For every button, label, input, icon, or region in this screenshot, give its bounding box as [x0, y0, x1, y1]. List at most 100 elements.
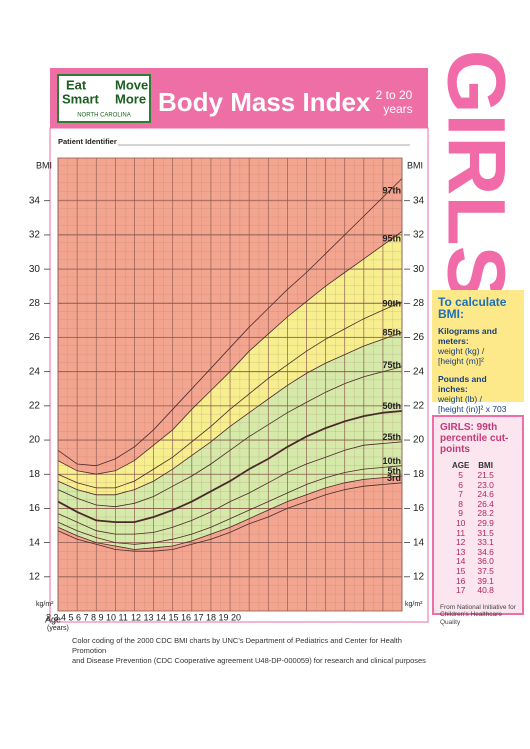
calc-formula: [height (m)]²: [438, 356, 484, 366]
cutoff-source: From National Initiative for Children's …: [440, 603, 516, 626]
legend-label: 5th: [388, 466, 402, 476]
table-cell: 29.9: [477, 517, 494, 528]
table-cell: 34.6: [477, 546, 494, 557]
y-tick-label: 20: [29, 435, 41, 446]
logo: [57, 74, 151, 123]
x-tick-label: 6: [76, 612, 81, 622]
table-cell: 16: [455, 575, 466, 586]
table-cell: 7: [458, 489, 464, 500]
patient-label: Patient Identifier: [58, 137, 117, 146]
cutoff-title: GIRLS: 99th percentile cut-points: [440, 422, 509, 455]
table-cell: 23.0: [477, 479, 494, 490]
percentile-line: [57, 465, 403, 545]
footer-line: and Disease Prevention (CDC Cooperative …: [72, 656, 426, 665]
percentile-line: [57, 441, 403, 535]
table-row: 7 24.6: [452, 490, 502, 500]
table-cell: 24.6: [477, 489, 494, 500]
legend-label: 50th: [382, 401, 401, 411]
y-tick-label: 28: [413, 298, 425, 309]
cutoff-table: AGE BMI 5 21.5 6 23.0 7 24.6 8 26.4 9 28.2 10 29.9 11 3…: [452, 461, 502, 596]
x-tick-label: 7: [84, 612, 89, 622]
legend-label: 75th: [382, 360, 401, 370]
table-row: 16 39.1: [452, 575, 502, 587]
table-cell: 39.1: [477, 575, 494, 586]
percentile-line: [57, 410, 403, 523]
legend-label: 10th: [382, 456, 401, 466]
table-cell: 6: [458, 479, 464, 490]
x-tick-label: 11: [119, 612, 128, 622]
table-row: 13 34.6: [452, 546, 502, 558]
table-row: 10 29.9: [452, 517, 502, 529]
cutoff-box: GIRLS: 99th percentile cut-points AGE BMI…: [432, 415, 524, 626]
y-tick-label: 12: [29, 571, 41, 582]
table-cell: 8: [458, 498, 464, 509]
calc-heading: Kilograms and meters:: [438, 326, 498, 346]
x-axis-label: (years): [47, 625, 69, 632]
table-cell: 36.0: [477, 556, 494, 567]
x-tick-label: 10: [106, 612, 116, 622]
column-header: BMI: [478, 461, 493, 470]
y-tick-label: 34: [29, 195, 41, 206]
logo-text: Eat: [66, 77, 87, 92]
table-cell: 15: [455, 565, 466, 576]
table-row: 6 23.0: [452, 479, 502, 491]
table-row: 14 36.0: [452, 557, 502, 567]
calc-formula: weight (kg) /: [438, 346, 485, 356]
legend-label: 95th: [382, 234, 401, 244]
y-tick-label: 34: [413, 195, 425, 206]
table-row: 5 21.5: [452, 470, 502, 481]
legend-label: 3rd: [387, 473, 401, 483]
y-tick-label: 14: [29, 537, 41, 548]
x-tick-label: 9: [99, 612, 104, 622]
table-cell: 40.8: [477, 585, 494, 596]
x-tick-label: 3: [54, 612, 59, 622]
logo-text: More: [115, 91, 146, 106]
x-tick-label: 14: [156, 612, 166, 622]
logo-text: Smart: [62, 91, 100, 106]
x-tick-label: 2: [46, 612, 51, 622]
table-row: 17 40.8: [452, 586, 502, 596]
percentile-line: [57, 482, 403, 552]
table-cell: 11: [456, 527, 466, 538]
x-tick-label: 18: [206, 612, 216, 622]
x-tick-label: 20: [231, 612, 241, 622]
percentile-line: [57, 332, 403, 496]
y-tick-label: 26: [413, 332, 425, 343]
table-cell: 5: [458, 470, 464, 480]
legend-label: 25th: [382, 432, 401, 442]
subtitle: 2 to 20: [376, 88, 413, 102]
y-tick-label: 28: [29, 298, 41, 309]
calc-formula: [height (in)]² x 703: [438, 404, 507, 414]
table-row: 15 37.5: [452, 565, 502, 577]
side-label: GIRLS: [430, 50, 521, 301]
percentile-line: [57, 475, 403, 550]
percentile-line: [57, 301, 403, 489]
y-tick-label: 18: [29, 469, 41, 480]
footer: Color coding of the 2000 CDC BMI charts …: [72, 636, 432, 666]
table-cell: 37.5: [477, 565, 494, 576]
table-row: 12 33.1: [452, 538, 502, 548]
table-row: 8 26.4: [452, 498, 502, 510]
table-cell: 33.1: [477, 537, 494, 548]
logo-text: Move: [115, 77, 148, 92]
y-tick-label: 22: [29, 401, 41, 412]
y-tick-label: 20: [413, 435, 425, 446]
plot-border: [57, 157, 403, 612]
footer-line: Color coding of the 2000 CDC BMI charts …: [72, 636, 402, 655]
y-tick-label: 16: [29, 503, 41, 514]
x-tick-label: 5: [69, 612, 74, 622]
table-cell: 9: [458, 508, 464, 519]
x-tick-label: 4: [61, 612, 66, 622]
table-cell: 31.5: [477, 527, 494, 538]
table-cell: 26.4: [477, 498, 494, 509]
title: Body Mass Index: [158, 87, 371, 117]
table-cell: 12: [455, 537, 466, 548]
x-axis-label: Age: [45, 614, 61, 624]
x-tick-label: 16: [181, 612, 191, 622]
calc-box: To calculate BMI: Kilograms and meters: …: [432, 290, 524, 414]
table-cell: 14: [455, 556, 466, 567]
x-tick-label: 13: [144, 612, 154, 622]
table-cell: 17: [455, 585, 466, 596]
y-tick-label: 30: [413, 264, 425, 275]
